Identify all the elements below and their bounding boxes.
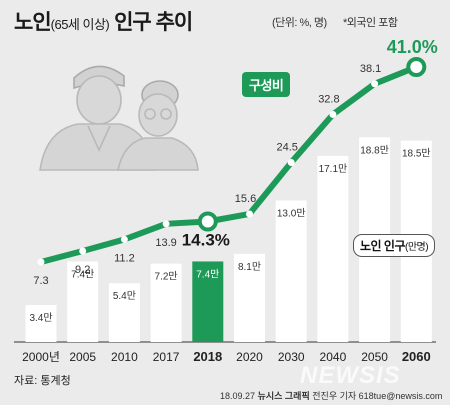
credit-author: 전진우 기자 618tue@newsis.com [312,391,443,401]
bar-2040 [317,155,349,342]
unit-note: (단위: %, 명) [272,17,327,29]
ratio-point-2018 [197,211,218,232]
bar-label-series: 3.4만 7.4만 5.4만 7.2만 7.4만 8.1만 13.0만 17.1만 18.8만 1… [29,144,430,324]
newsis-watermark: NEWSIS [300,362,401,389]
x-tick-2018: 2018 [193,349,222,364]
population-legend-tag: 노인 인구(만명) [353,234,436,257]
ratio-point-2005 [79,247,87,255]
bar-label-2000년: 3.4만 [29,312,52,324]
ratio-point-2000년 [37,258,45,266]
ratio-label-2030: 24.5 [276,141,297,153]
bar-label-2030: 13.0만 [277,207,306,219]
ratio-point-2017 [162,220,170,228]
bar-label-2017: 7.2만 [155,271,178,283]
credit-line: 18.09.27 뉴시스 그래픽 전진우 기자 618tue@newsis.co… [220,389,442,402]
ratio-label-2000년: 7.3 [33,275,48,287]
x-tick-2050: 2050 [361,350,388,364]
bar-label-2005: 7.4만 [71,268,94,280]
ratio-legend-tag: 구성비 [242,72,291,97]
title-main: 노인 [14,11,52,34]
title-main-suffix: 인구 추이 [109,11,193,34]
source-note: 자료: 통계청 [14,375,71,387]
ratio-point-2060 [406,57,427,77]
credit-date: 18.09.27 [220,391,256,401]
bar-2005 [67,261,99,342]
x-tick-2020: 2020 [236,350,263,364]
bar-2010 [108,283,140,342]
ratio-point-2020 [246,210,253,218]
ratio-label-2060: 41.0% [387,37,438,57]
x-tick-2000년: 2000년 [22,350,60,364]
population-legend-label: 노인 인구 [360,239,406,253]
ratio-label-2005: 9.2 [75,264,90,276]
x-tick-2010: 2010 [111,350,138,364]
bar-label-2018: 7.4만 [196,268,219,280]
bar-2017 [150,263,182,342]
ratio-point-2010 [120,235,128,243]
ratio-label-2050: 38.1 [360,63,381,75]
x-tick-2060: 2060 [402,349,431,364]
elderly-couple-illustration [39,65,199,171]
bar-2020 [234,253,265,342]
ratio-line-series: 7.3 9.2 11.2 13.9 14.3% 15.6 24.5 32.8 38.1 41.0% [33,37,437,287]
title-sub: (65세 이상) [50,17,110,32]
chart-title: 노인(65세 이상) 인구 추이 [14,6,193,36]
ratio-point-2030 [287,158,295,166]
ratio-label-2017: 13.9 [155,237,176,249]
bar-2018 [192,261,224,342]
ratio-label-2010: 11.2 [114,252,135,264]
bar-2030 [275,200,307,342]
bar-series [25,137,432,342]
ratio-line [38,64,420,265]
bar-2000년 [25,304,57,342]
ratio-label-2040: 32.8 [318,93,339,105]
x-tick-2017: 2017 [153,350,180,364]
x-tick-2005: 2005 [69,350,96,364]
ratio-point-2050 [371,80,379,88]
credit-org: 뉴시스 그래픽 [257,391,310,401]
bar-label-2040: 17.1만 [319,163,348,175]
x-tick-2040: 2040 [320,350,347,364]
ratio-label-2018: 14.3% [182,230,230,249]
x-tick-2030: 2030 [278,350,305,364]
ratio-point-2040 [329,110,337,118]
bar-label-2050: 18.8만 [360,144,389,156]
x-tick-labels: 2000년 2005 2010 2017 2018 2020 2030 2040 2050 206… [22,349,431,364]
bar-label-2060: 18.5만 [402,148,431,160]
bar-label-2010: 5.4만 [113,290,136,302]
bar-label-2020: 8.1만 [238,261,261,273]
ratio-label-2020: 15.6 [235,193,256,205]
population-legend-unit: (만명) [405,242,429,253]
foreign-note: *외국인 포함 [343,17,398,29]
